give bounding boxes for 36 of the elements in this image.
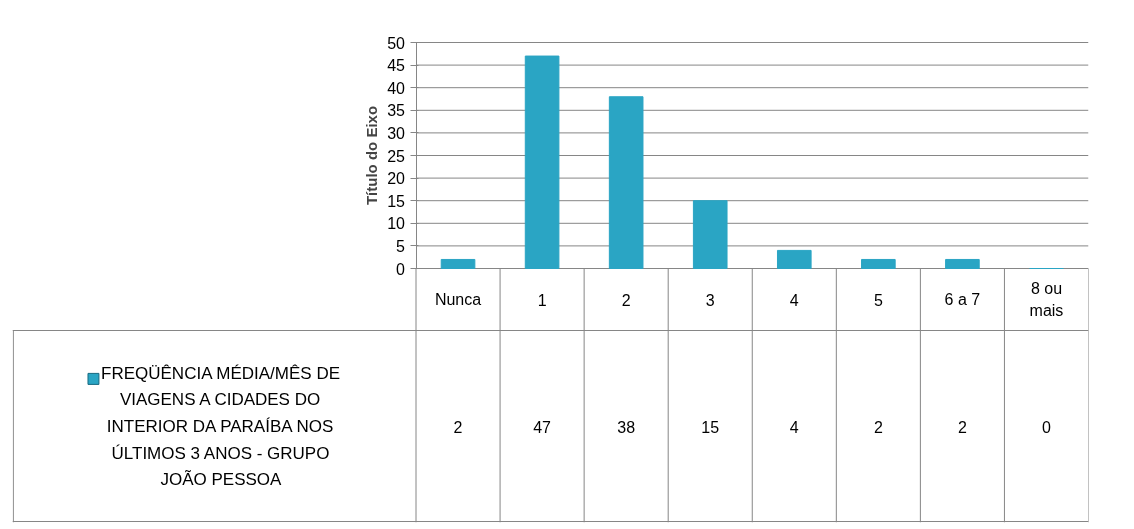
data-label: 2: [873, 418, 883, 436]
x-tick-label: 2: [621, 291, 631, 309]
x-tick-label: 6 a 7: [944, 291, 981, 308]
data-label: 47: [533, 418, 552, 436]
data-label: 15: [701, 418, 720, 436]
data-label: 0: [1042, 418, 1052, 436]
legend-label: FREQÜÊNCIA MÉDIA/MÊS DE VIAGENS A CIDADES DO INTERIOR DA PARAÍBA NOS ÚLTIMOS 3 ANOS - GRUPO JOÃO PESSOA: [101, 363, 340, 490]
x-tick-label: 5: [873, 291, 883, 309]
data-label: 2: [957, 418, 967, 436]
y-tick-label: 35: [387, 102, 406, 120]
y-tick-label: 30: [387, 124, 406, 142]
bar: [440, 258, 476, 269]
y-tick-label: 25: [387, 147, 406, 165]
y-tick-label: 15: [387, 192, 406, 210]
x-tick-label: Nunca: [434, 291, 482, 308]
data-label: 38: [617, 418, 636, 436]
y-tick-label: 5: [396, 237, 406, 255]
y-tick-label: 20: [387, 170, 406, 188]
y-axis-title: Título do Eixo: [362, 105, 380, 206]
y-tick-label: 0: [396, 260, 406, 278]
x-tick-label: 8 ou mais: [1029, 279, 1064, 320]
bar: [608, 96, 644, 269]
bar: [524, 55, 560, 269]
bar: [945, 258, 980, 269]
y-tick-label: 10: [387, 215, 406, 233]
y-tick-label: 40: [387, 79, 406, 97]
data-label: 4: [789, 418, 799, 436]
x-tick-label: 4: [789, 291, 799, 309]
data-label: 2: [453, 418, 463, 436]
y-tick-label: 45: [387, 57, 406, 75]
y-tick-label: 50: [387, 34, 406, 52]
x-tick-label: 3: [705, 291, 715, 309]
bar: [861, 258, 896, 269]
bar: [692, 200, 728, 269]
x-tick-label: 1: [537, 291, 547, 309]
bar: [776, 249, 812, 269]
